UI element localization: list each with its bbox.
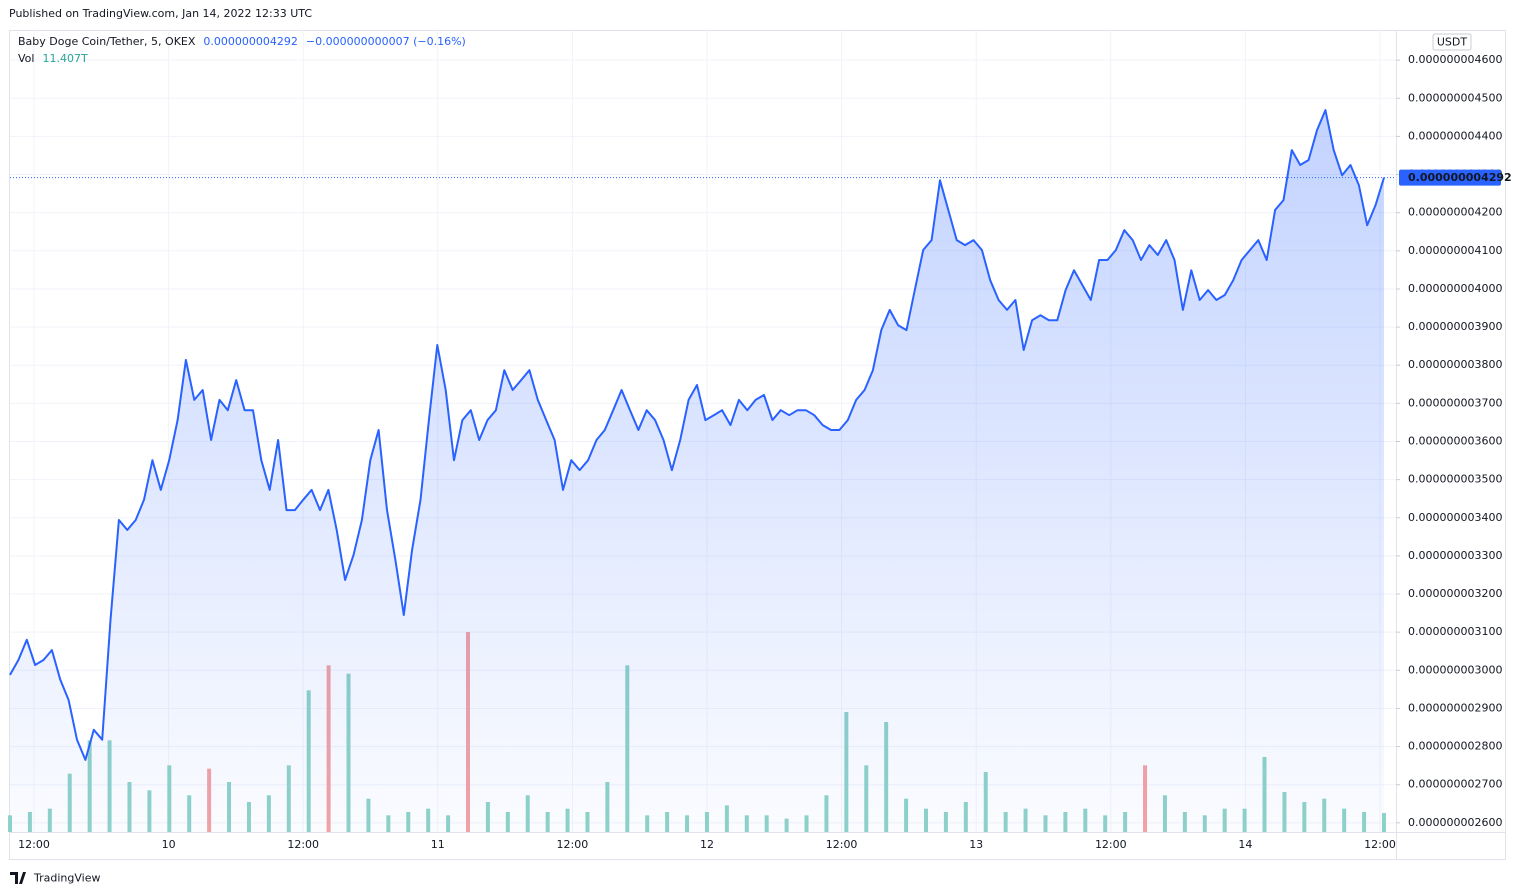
y-tick-label: 0.000000004500 [1408,91,1502,104]
y-tick-label: 0.000000003600 [1408,434,1502,447]
volume-name: Vol [18,52,34,65]
y-tick-label: 0.000000003700 [1408,396,1502,409]
y-tick-label: 0.000000002900 [1408,701,1502,714]
x-tick-label: 12:00 [1095,838,1127,851]
y-tick-label: 0.000000002600 [1408,816,1502,829]
x-tick-label: 11 [431,838,445,851]
y-tick-label: 0.000000004000 [1408,282,1502,295]
last-price-tag-label: 0.000000004292 [1408,171,1512,184]
change-label: −0.000000000007 (−0.16%) [306,35,466,48]
currency: USDT [1437,36,1468,49]
y-tick-label: 0.000000002700 [1408,778,1502,791]
x-tick-label: 12:00 [557,838,589,851]
x-tick-label: 12:00 [1364,838,1396,851]
price-area [10,110,1384,833]
x-tick-label: 12:00 [826,838,858,851]
currency-box [1432,33,1472,51]
y-tick-label: 0.000000004600 [1408,53,1502,66]
last-price-tag [1399,169,1501,186]
logo-icon [10,872,26,884]
y-tick-label: 0.000000004100 [1408,244,1502,257]
frame [9,30,1506,860]
published-note: Published on TradingView.com, Jan 14, 20… [9,7,312,20]
x-tick-label: 12 [700,838,714,851]
y-tick-label: 0.000000003400 [1408,511,1502,524]
x-tick-label: 12:00 [18,838,50,851]
price-line [9,109,1385,761]
logo: TradingView [10,872,100,885]
symbol-title: Baby Doge Coin/Tether, 5, OKEX 0.00000000… [18,35,466,48]
y-tick-label: 0.000000002800 [1408,740,1502,753]
x-tick-label: 13 [969,838,983,851]
volume-last: 11.407T [42,52,87,65]
price-label: 0.000000004292 [203,35,297,48]
y-tick-label: 0.000000003100 [1408,625,1502,638]
price-axis: 0.000000002600 0.000000002700 0.0000000028… [18,53,1512,851]
footer-brand: TradingView [33,872,100,885]
y-tick-label: 0.000000003800 [1408,358,1502,371]
x-tick-label: 14 [1238,838,1252,851]
x-tick-label: 10 [162,838,176,851]
y-tick-label: 0.000000004200 [1408,206,1502,219]
symbol: Baby Doge Coin/Tether, 5, OKEX [18,35,196,48]
y-tick-label: 0.000000003500 [1408,473,1502,486]
volume-legend: Vol 11.407T [18,52,88,65]
y-tick-label: 0.000000003900 [1408,320,1502,333]
y-tick-label: 0.000000003000 [1408,663,1502,676]
y-tick-label: 0.000000003300 [1408,549,1502,562]
price-pane [9,109,1396,833]
y-tick-label: 0.000000004400 [1408,129,1502,142]
x-tick-label: 12:00 [287,838,319,851]
y-tick-label: 0.000000003200 [1408,587,1502,600]
